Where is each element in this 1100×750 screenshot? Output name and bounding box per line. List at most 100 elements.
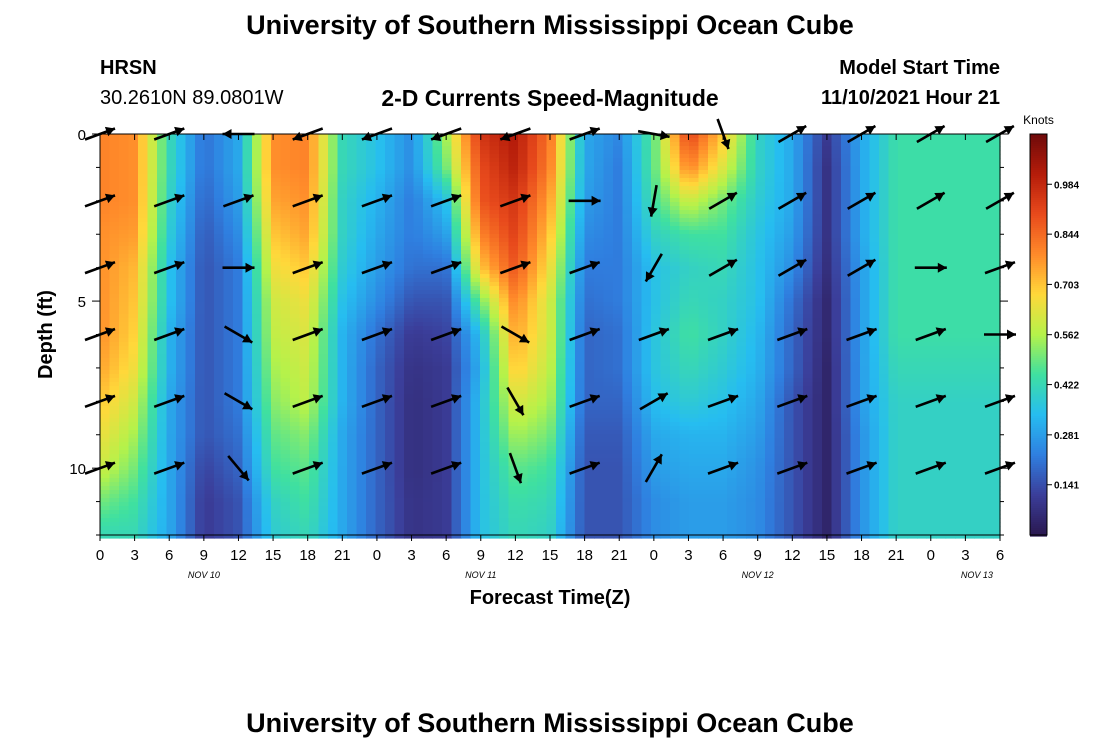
heatmap-cell bbox=[575, 298, 586, 303]
heatmap-cell bbox=[850, 278, 861, 283]
heatmap-cell bbox=[166, 218, 177, 223]
heatmap-cell bbox=[508, 314, 519, 319]
heatmap-cell bbox=[983, 210, 994, 215]
heatmap-cell bbox=[214, 258, 225, 263]
heatmap-cell bbox=[698, 214, 709, 219]
heatmap-cell bbox=[166, 278, 177, 283]
heatmap-cell bbox=[119, 138, 130, 143]
heatmap-cell bbox=[176, 206, 187, 211]
heatmap-cell bbox=[955, 246, 966, 251]
heatmap-cell bbox=[974, 158, 985, 163]
heatmap-cell bbox=[888, 230, 899, 235]
heatmap-cell bbox=[546, 214, 557, 219]
heatmap-cell bbox=[166, 342, 177, 347]
heatmap-cell bbox=[860, 290, 871, 295]
heatmap-cell bbox=[888, 242, 899, 247]
heatmap-cell bbox=[394, 294, 405, 299]
heatmap-cell bbox=[736, 246, 747, 251]
heatmap-cell bbox=[442, 334, 453, 339]
heatmap-cell bbox=[831, 162, 842, 167]
heatmap-cell bbox=[252, 138, 263, 143]
heatmap-cell bbox=[746, 222, 757, 227]
heatmap-cell bbox=[223, 274, 234, 279]
heatmap-cell bbox=[708, 222, 719, 227]
heatmap-cell bbox=[632, 134, 643, 139]
heatmap-cell bbox=[223, 238, 234, 243]
heatmap-cell bbox=[879, 322, 890, 327]
heatmap-cell bbox=[831, 314, 842, 319]
heatmap-cell bbox=[100, 306, 111, 311]
heatmap-cell bbox=[280, 314, 291, 319]
heatmap-cell bbox=[271, 190, 282, 195]
heatmap-cell bbox=[898, 202, 909, 207]
heatmap-cell bbox=[204, 326, 215, 331]
heatmap-cell bbox=[708, 198, 719, 203]
heatmap-cell bbox=[622, 138, 633, 143]
heatmap-cell bbox=[936, 290, 947, 295]
heatmap-cell bbox=[983, 186, 994, 191]
heatmap-cell bbox=[660, 162, 671, 167]
heatmap-cell bbox=[765, 302, 776, 307]
heatmap-cell bbox=[508, 234, 519, 239]
heatmap-cell bbox=[546, 158, 557, 163]
heatmap-cell bbox=[936, 154, 947, 159]
heatmap-cell bbox=[527, 174, 538, 179]
heatmap-cell bbox=[974, 278, 985, 283]
heatmap-cell bbox=[831, 266, 842, 271]
heatmap-cell bbox=[413, 294, 424, 299]
heatmap-cell bbox=[451, 286, 462, 291]
heatmap-cell bbox=[850, 290, 861, 295]
heatmap-cell bbox=[936, 182, 947, 187]
heatmap-cell bbox=[869, 302, 880, 307]
heatmap-cell bbox=[356, 238, 367, 243]
heatmap-cell bbox=[955, 326, 966, 331]
heatmap-cell bbox=[499, 322, 510, 327]
heatmap-cell bbox=[841, 322, 852, 327]
heatmap-cell bbox=[755, 146, 766, 151]
heatmap-cell bbox=[679, 138, 690, 143]
heatmap-cell bbox=[888, 290, 899, 295]
heatmap-cell bbox=[470, 314, 481, 319]
heatmap-cell bbox=[100, 182, 111, 187]
heatmap-cell bbox=[252, 218, 263, 223]
heatmap-cell bbox=[784, 154, 795, 159]
heatmap-cell bbox=[309, 310, 320, 315]
heatmap-cell bbox=[470, 270, 481, 275]
heatmap-cell bbox=[499, 238, 510, 243]
heatmap-cell bbox=[499, 150, 510, 155]
heatmap-cell bbox=[309, 322, 320, 327]
heatmap-cell bbox=[413, 330, 424, 335]
heatmap-cell bbox=[917, 258, 928, 263]
heatmap-cell bbox=[584, 194, 595, 199]
heatmap-cell bbox=[309, 190, 320, 195]
heatmap-cell bbox=[442, 230, 453, 235]
heatmap-cell bbox=[917, 302, 928, 307]
heatmap-cell bbox=[964, 138, 975, 143]
heatmap-cell bbox=[299, 302, 310, 307]
heatmap-cell bbox=[537, 306, 548, 311]
heatmap-cell bbox=[926, 166, 937, 171]
heatmap-cell bbox=[869, 174, 880, 179]
heatmap-cell bbox=[138, 190, 149, 195]
heatmap-cell bbox=[755, 142, 766, 147]
heatmap-cell bbox=[641, 226, 652, 231]
heatmap-cell bbox=[632, 322, 643, 327]
heatmap-cell bbox=[166, 318, 177, 323]
heatmap-cell bbox=[689, 302, 700, 307]
heatmap-cell bbox=[689, 270, 700, 275]
heatmap-cell bbox=[603, 262, 614, 267]
heatmap-cell bbox=[147, 326, 158, 331]
heatmap-cell bbox=[860, 142, 871, 147]
heatmap-cell bbox=[280, 206, 291, 211]
heatmap-cell bbox=[413, 158, 424, 163]
heatmap-cell bbox=[907, 170, 918, 175]
heatmap-cell bbox=[318, 194, 329, 199]
heatmap-cell bbox=[508, 286, 519, 291]
heatmap-cell bbox=[869, 134, 880, 139]
heatmap-cell bbox=[907, 182, 918, 187]
heatmap-cell bbox=[812, 266, 823, 271]
heatmap-cell bbox=[109, 210, 120, 215]
heatmap-cell bbox=[575, 262, 586, 267]
heatmap-cell bbox=[736, 310, 747, 315]
heatmap-cell bbox=[736, 230, 747, 235]
